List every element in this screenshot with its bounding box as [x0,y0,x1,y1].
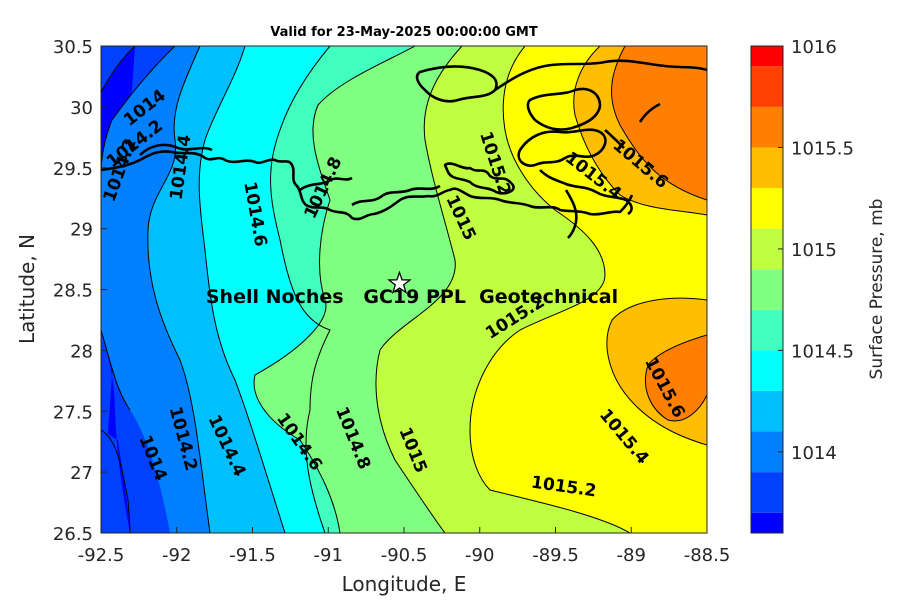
x-tick-label: -90.5 [381,545,428,566]
isobar-line [573,46,707,216]
colorbar-cell [751,512,783,533]
x-tick-label: -90 [465,545,494,566]
colorbar-cell [751,269,783,310]
isobar-line [101,46,176,176]
x-tick-label: -91.5 [229,545,276,566]
y-tick-label: 30.5 [53,37,93,58]
coastline-east-1 [638,102,661,123]
colorbar-tick-label: 1015.5 [791,138,854,159]
colorbar-tick-label: 1014.5 [791,341,854,362]
x-axis: -92.5 -92 -91.5 -91 -90.5 -90 -89.5 -89 -88.5 Lo… [78,527,731,596]
x-tick-label: -89.5 [532,545,579,566]
coastline-sound [526,87,602,131]
x-tick-label: -89 [617,545,646,566]
coastline-ms-shore [494,59,707,92]
coastline-east-2 [604,129,625,149]
isobar-line [611,46,707,201]
y-tick-label: 27 [70,463,93,484]
isobar-line [644,334,707,422]
colorbar-cell [751,46,783,67]
colorbar-cell [751,106,783,148]
colorbar-cell [751,309,783,351]
isobar-line [253,46,416,533]
x-tick-label: -92 [162,545,191,566]
coastline-bay-2 [299,176,353,192]
y-tick-label: 29 [70,220,93,241]
isobar-line [101,46,136,93]
coastline-islands [539,169,633,216]
coastline [101,59,707,239]
y-tick-label: 26.5 [53,524,93,545]
colorbar-cell [751,147,783,189]
coastline-main [101,150,634,221]
colorbar-cell [751,350,783,391]
x-axis-label: Longitude, E [342,572,467,596]
y-axis: 26.5 27 27.5 28 28.5 29 29.5 30 30.5 Latitude, N [15,37,107,545]
site-label: Shell Noches GC19 PPL Geotechnical [206,286,618,308]
isobar-line [606,297,707,446]
band-1015-6 [611,46,707,421]
y-tick-label: 29.5 [53,159,93,180]
colorbar-tick-label: 1014 [791,443,837,464]
map-title: Valid for 23-May-2025 00:00:00 GMT [270,25,538,40]
colorbar-cell [751,66,783,107]
isobar-line [101,329,131,411]
y-tick-label: 28.5 [53,281,93,302]
colorbar-cell [751,390,783,432]
colorbar-frame [750,45,784,534]
colorbar: 1014 1014.5 1015 1015.5 1016 Surface Pressur… [750,37,887,534]
colorbar-tick-label: 1016 [791,37,837,58]
isobar-line [270,46,331,533]
coastline-lake [517,128,607,167]
isobar-line [101,429,131,533]
colorbar-cell [751,188,783,229]
colorbar-cell [751,431,783,473]
star-icon [387,270,412,294]
coastline-chandeleur [564,189,578,239]
colorbar-label: Surface Pressure, mb [867,199,887,380]
y-tick-label: 30 [70,98,93,119]
isobar-line [375,46,463,533]
coastline-delta [443,162,515,195]
coastline-north [415,65,498,103]
x-tick-label: -92.5 [78,545,125,566]
y-tick-label: 27.5 [53,402,93,423]
colorbar-cell [751,228,783,270]
colorbar-cell [751,472,783,513]
y-axis-label: Latitude, N [15,234,39,344]
isobar-line [469,46,631,533]
x-tick-label: -91 [314,545,343,566]
site-annotation: Shell Noches GC19 PPL Geotechnical [206,270,618,308]
isobar-line [198,46,286,533]
map-plot-area: 1014 1014.2 1014.2 1014.4 1014.6 1014.8 … [101,46,707,533]
colorbar-tick-label: 1015 [791,240,837,261]
isobar-line [147,46,211,533]
isobar-lines [101,46,707,533]
coastline-bay-1 [139,143,213,156]
coastline-bay-3 [351,184,441,207]
x-tick-label: -88.5 [684,545,731,566]
y-tick-label: 28 [70,341,93,362]
